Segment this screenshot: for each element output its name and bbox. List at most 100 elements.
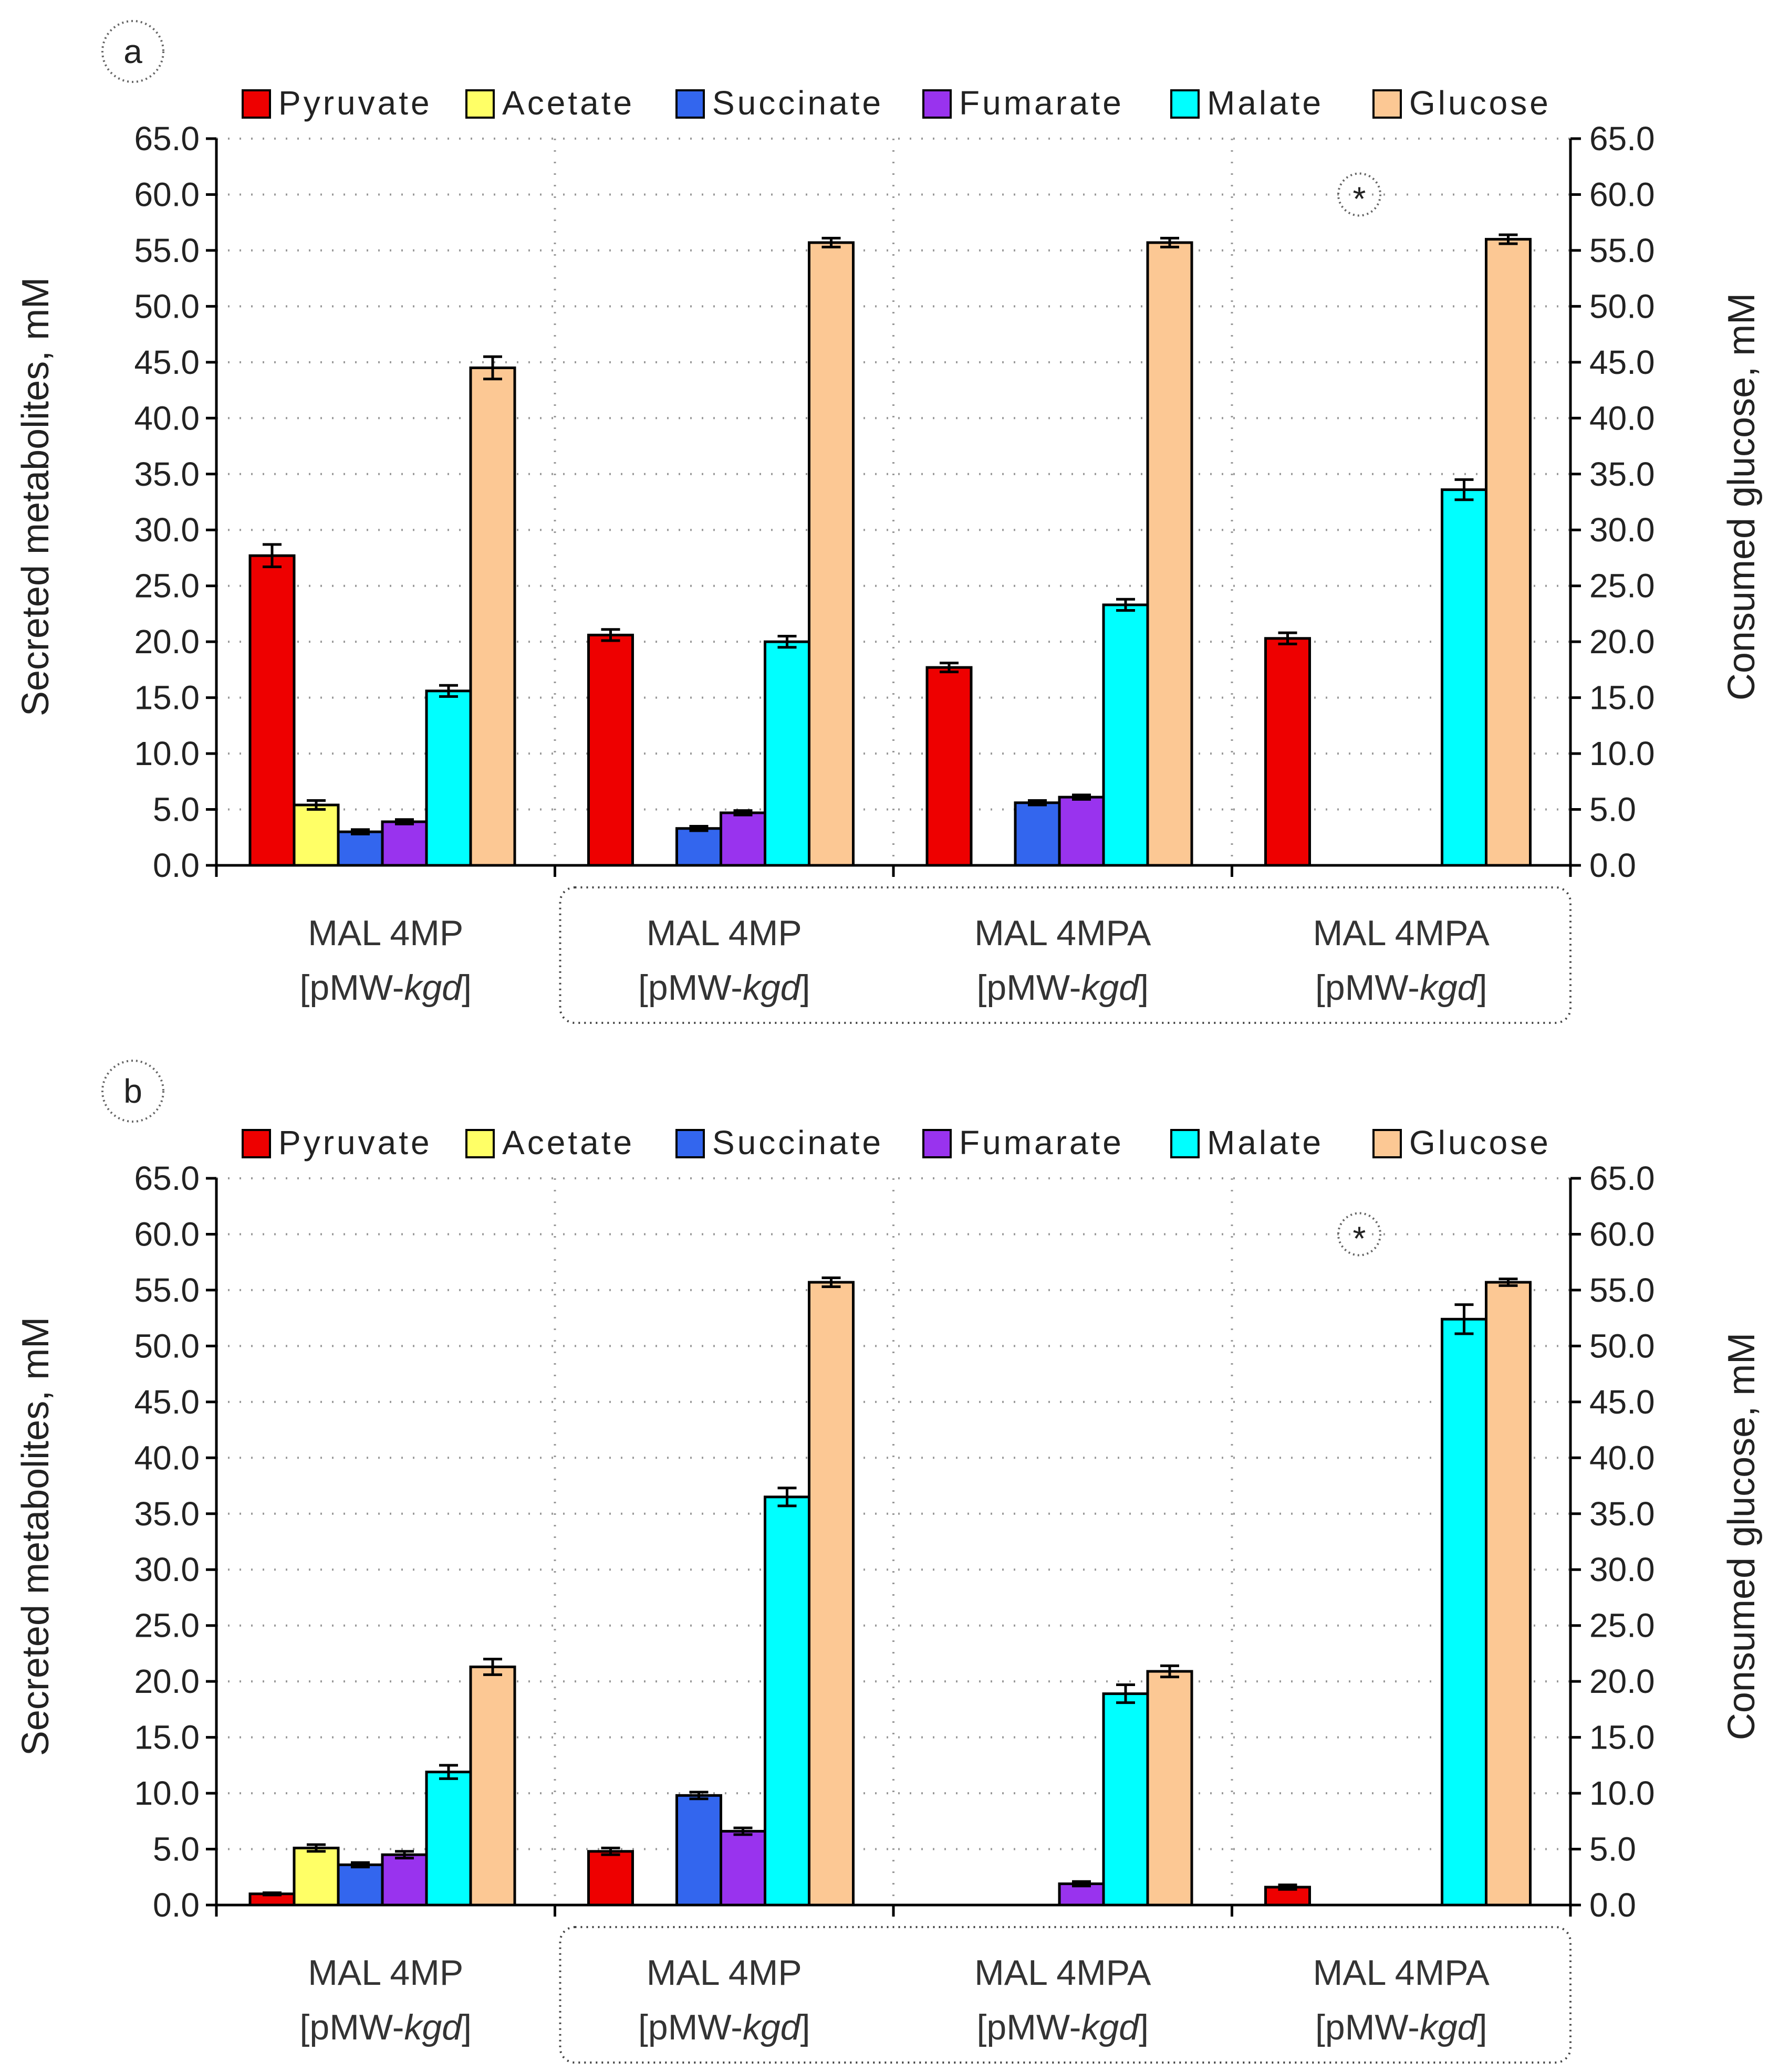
legend-item: Glucose xyxy=(1372,1124,1548,1161)
asterisk-annotation: * xyxy=(1353,180,1366,217)
category-label-prefix: [pMW- xyxy=(638,968,743,1008)
bar-malate xyxy=(1441,488,1487,867)
y-tick-label-right: 25.0 xyxy=(1589,567,1655,605)
y-tick-label-left: 15.0 xyxy=(134,1719,200,1756)
legend-item: Succinate xyxy=(675,84,881,122)
panel-letter-circle xyxy=(101,20,164,83)
bar-malate xyxy=(425,1771,472,1907)
category-label-line1: MAL 4MP xyxy=(647,913,802,953)
bar-fumarate xyxy=(381,1853,428,1907)
error-bar xyxy=(483,355,502,381)
bar-glucose xyxy=(1485,1281,1532,1907)
bar-malate xyxy=(1102,603,1149,867)
y-tick-label-left: 60.0 xyxy=(134,175,200,213)
y-tick-label-right: 55.0 xyxy=(1589,1271,1655,1309)
y-axis-title-left: Secreted metabolites, mM xyxy=(15,1317,57,1756)
legend-swatch xyxy=(242,1129,271,1158)
group-bracket xyxy=(559,886,1572,1024)
category-label-line2: [pMW-kgd] xyxy=(977,968,1149,1008)
y-tick-label-left: 0.0 xyxy=(153,846,200,884)
error-bar xyxy=(1498,233,1518,245)
y-tick-label-right: 30.0 xyxy=(1589,1551,1655,1588)
y-tick-label-right: 15.0 xyxy=(1589,1719,1655,1756)
category-label-line1: MAL 4MPA xyxy=(974,913,1151,953)
error-bar xyxy=(689,1791,709,1801)
y-tick-label-right: 25.0 xyxy=(1589,1607,1655,1645)
y-tick-label-right: 35.0 xyxy=(1589,455,1655,493)
y-tick-label-left: 10.0 xyxy=(134,1774,200,1812)
bar-pyruvate xyxy=(1264,637,1311,867)
asterisk-annotation: * xyxy=(1353,1219,1366,1257)
y-tick-label-left: 5.0 xyxy=(153,1830,200,1868)
category-label-prefix: [pMW- xyxy=(1315,968,1420,1008)
category-label: MAL 4MP [pMW-kgd] xyxy=(638,1953,810,2047)
y-tick-label-left: 60.0 xyxy=(134,1215,200,1253)
y-tick-label-right: 5.0 xyxy=(1589,1830,1636,1868)
category-label-suffix: ] xyxy=(462,968,472,1008)
category-label-suffix: ] xyxy=(1139,2007,1149,2047)
category-label: MAL 4MPA [pMW-kgd] xyxy=(974,913,1151,1008)
category-label-line1: MAL 4MP xyxy=(308,913,463,953)
category-label-line2: [pMW-kgd] xyxy=(300,2007,472,2047)
legend-item: Fumarate xyxy=(922,84,1121,122)
bar-fumarate xyxy=(381,820,428,867)
bar-glucose xyxy=(808,241,855,867)
legend-item: Malate xyxy=(1170,84,1321,122)
y-tick-label-left: 15.0 xyxy=(134,679,200,717)
error-bar xyxy=(351,1861,370,1869)
legend-swatch xyxy=(922,1129,952,1158)
panel-letter: b xyxy=(123,1072,142,1110)
error-bar xyxy=(307,1843,326,1853)
y-tick-label-right: 35.0 xyxy=(1589,1495,1655,1533)
error-bar xyxy=(601,628,620,642)
bar-succinate xyxy=(675,827,722,867)
y-tick-label-right: 10.0 xyxy=(1589,735,1655,772)
legend-label: Glucose xyxy=(1409,84,1551,122)
category-label-prefix: [pMW- xyxy=(977,968,1081,1008)
category-label-prefix: [pMW- xyxy=(1315,2007,1420,2047)
y-tick-label-left: 45.0 xyxy=(134,343,200,381)
error-bar xyxy=(395,1850,414,1860)
category-label-suffix: ] xyxy=(462,2007,472,2047)
category-label-prefix: [pMW- xyxy=(977,2007,1081,2047)
error-bar xyxy=(1454,478,1474,501)
bar-succinate xyxy=(337,1863,384,1907)
legend-swatch xyxy=(1170,1129,1200,1158)
bar-pyruvate xyxy=(587,633,634,867)
legend-swatch xyxy=(1170,89,1200,119)
y-tick-label-left: 20.0 xyxy=(134,623,200,661)
category-label-line1: MAL 4MPA xyxy=(974,1953,1151,1993)
category-label-gene: kgd xyxy=(1420,968,1479,1008)
error-bar xyxy=(1278,1883,1297,1891)
y-tick-label-right: 40.0 xyxy=(1589,1439,1655,1477)
category-label: MAL 4MPA [pMW-kgd] xyxy=(1313,1953,1490,2047)
y-tick-label-right: 0.0 xyxy=(1589,846,1636,884)
error-bar xyxy=(689,824,709,832)
bar-glucose xyxy=(469,1665,516,1907)
category-label-suffix: ] xyxy=(800,968,810,1008)
y-tick-label-right: 20.0 xyxy=(1589,1662,1655,1700)
panel-letter-circle xyxy=(101,1060,164,1123)
category-label-gene: kgd xyxy=(404,968,463,1008)
asterisk-circle xyxy=(1337,172,1381,217)
category-label-gene: kgd xyxy=(404,2007,463,2047)
category-label-line1: MAL 4MP xyxy=(308,1953,463,1993)
bar-fumarate xyxy=(720,1829,766,1907)
error-bar xyxy=(1072,793,1091,801)
bar-pyruvate xyxy=(248,554,296,867)
error-bar xyxy=(777,1487,797,1508)
error-bar xyxy=(1072,1880,1091,1888)
error-bar xyxy=(601,1846,620,1856)
bar-pyruvate xyxy=(587,1850,634,1907)
y-tick-label-right: 55.0 xyxy=(1589,232,1655,269)
y-tick-label-left: 50.0 xyxy=(134,1327,200,1365)
error-bar xyxy=(395,818,414,825)
group-bracket xyxy=(559,1926,1572,2064)
error-bar xyxy=(733,1826,753,1836)
error-bar xyxy=(483,1658,502,1676)
bar-glucose xyxy=(1146,1670,1193,1907)
legend-label: Acetate xyxy=(502,84,634,122)
y-tick-label-left: 10.0 xyxy=(134,735,200,772)
y-tick-label-left: 55.0 xyxy=(134,232,200,269)
